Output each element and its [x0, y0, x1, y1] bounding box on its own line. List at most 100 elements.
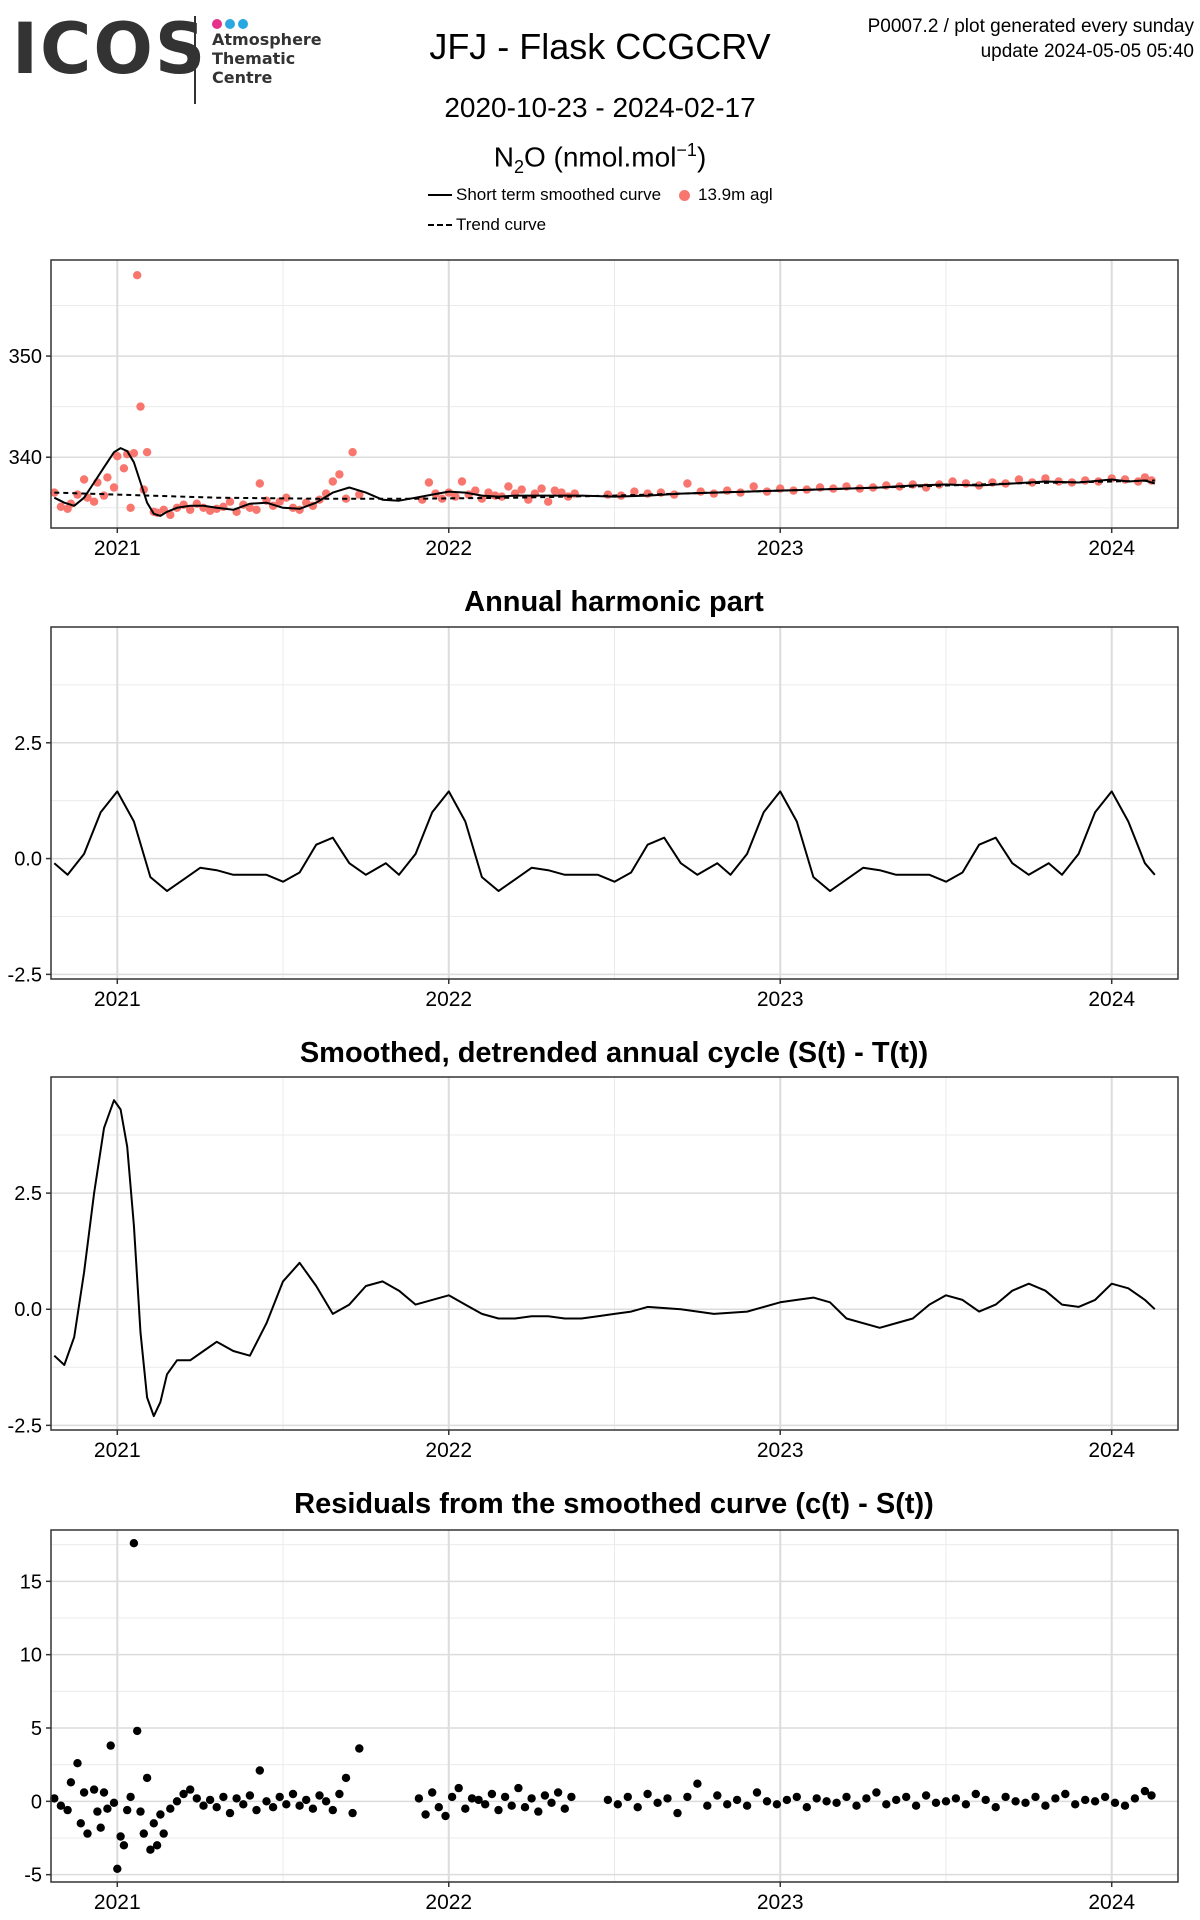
data-point	[1120, 1801, 1130, 1810]
chart-panel-4: 2021 2022 2023 2024 -5 0 5 10 15 Residuals from t…	[20, 1488, 1179, 1914]
data-point	[1021, 1798, 1030, 1808]
data-point	[205, 1795, 215, 1805]
data-point	[461, 1804, 470, 1813]
data-point	[1031, 1792, 1040, 1802]
data-point	[225, 1808, 235, 1818]
data-point	[252, 1805, 261, 1815]
data-point	[139, 1829, 148, 1838]
data-point	[782, 1795, 792, 1805]
data-point	[103, 473, 112, 482]
y-tick-label: 340	[9, 447, 42, 469]
panel-frame	[50, 1529, 1179, 1883]
data-point	[457, 477, 467, 486]
data-point	[504, 482, 513, 491]
data-point	[696, 487, 705, 496]
legend-smoothed-label: Short term smoothed curve	[456, 185, 662, 204]
panel-frame	[50, 259, 1179, 529]
data-point	[106, 1741, 115, 1750]
data-point	[1081, 476, 1090, 485]
data-point	[1100, 1792, 1110, 1802]
data-point	[1110, 1798, 1120, 1808]
data-point	[517, 485, 526, 494]
data-point	[454, 1783, 463, 1793]
data-point	[56, 1801, 66, 1810]
data-point	[742, 1801, 752, 1810]
chart-panel-2: 2021 2022 2023 2024 -2.5 0.0 2.5 Annual harmoni…	[8, 586, 1179, 1011]
data-point	[136, 402, 145, 411]
panel-frame	[50, 1076, 1179, 1431]
data-point	[683, 1792, 692, 1802]
data-point	[991, 1803, 1000, 1812]
y-tick-label: 2.5	[14, 1183, 42, 1205]
x-tick-label: 2021	[94, 537, 141, 560]
panel-title: Smoothed, detrended annual cycle (S(t) -…	[300, 1037, 928, 1069]
data-point	[832, 1798, 841, 1808]
data-point	[328, 1805, 337, 1815]
data-point	[822, 1797, 831, 1806]
data-point	[428, 1788, 437, 1797]
data-point	[172, 1797, 182, 1806]
logo-line-1: Atmosphere	[212, 30, 322, 49]
data-point	[1014, 475, 1024, 484]
data-point	[275, 497, 284, 506]
data-point	[862, 1794, 871, 1803]
logo-dot-icon	[225, 19, 235, 29]
data-point	[73, 1759, 82, 1768]
legend: Short term smoothed curve 13.9m agl Tren…	[428, 180, 773, 240]
date-range: 2020-10-23 - 2024-02-17	[444, 92, 756, 123]
data-point	[245, 1791, 255, 1800]
data-point	[255, 479, 264, 488]
data-point	[547, 1798, 556, 1808]
data-point	[1061, 1789, 1070, 1799]
species-close: )	[696, 141, 707, 173]
data-point	[50, 1794, 59, 1803]
logo-divider	[194, 16, 196, 104]
data-point	[156, 1810, 165, 1819]
data-point	[494, 1805, 503, 1815]
data-point	[268, 1803, 278, 1812]
data-point	[166, 510, 175, 520]
x-tick-label: 2021	[94, 988, 141, 1011]
data-point	[133, 1726, 142, 1736]
data-point	[540, 1791, 550, 1800]
data-point	[749, 482, 758, 491]
data-point	[103, 1804, 112, 1813]
x-tick-label: 2024	[1088, 537, 1135, 560]
data-point	[713, 1791, 722, 1800]
legend-row-2: Trend curve	[428, 210, 773, 240]
data-point	[792, 1792, 801, 1802]
data-point	[434, 1803, 443, 1812]
data-point	[192, 1794, 201, 1803]
data-point	[66, 1778, 76, 1787]
data-point	[348, 1808, 357, 1818]
data-point	[802, 1803, 811, 1812]
data-point	[882, 1800, 891, 1809]
data-point	[225, 497, 235, 506]
data-point	[424, 478, 434, 487]
data-point	[119, 464, 129, 473]
x-tick-label: 2023	[757, 1891, 804, 1914]
data-point	[205, 506, 215, 515]
data-point	[1051, 1794, 1060, 1803]
data-point	[129, 1539, 139, 1548]
data-point	[348, 448, 357, 457]
data-point	[282, 493, 291, 502]
data-point	[321, 1797, 331, 1806]
x-tick-label: 2022	[425, 988, 472, 1011]
species-subscript: 2	[513, 156, 524, 177]
data-point	[186, 505, 195, 514]
x-tick-label: 2024	[1088, 988, 1135, 1011]
data-point	[295, 1801, 304, 1810]
species-label: N2O (nmol.mol−1)	[0, 140, 1200, 178]
data-point	[842, 1792, 851, 1802]
data-point	[328, 477, 337, 486]
data-point	[414, 1794, 424, 1803]
series-line	[53, 447, 1156, 517]
data-point	[663, 1794, 672, 1803]
x-tick-label: 2023	[757, 988, 804, 1011]
data-point	[613, 1800, 622, 1809]
data-point	[1140, 473, 1150, 482]
data-point	[109, 1798, 119, 1808]
data-point	[73, 490, 82, 499]
